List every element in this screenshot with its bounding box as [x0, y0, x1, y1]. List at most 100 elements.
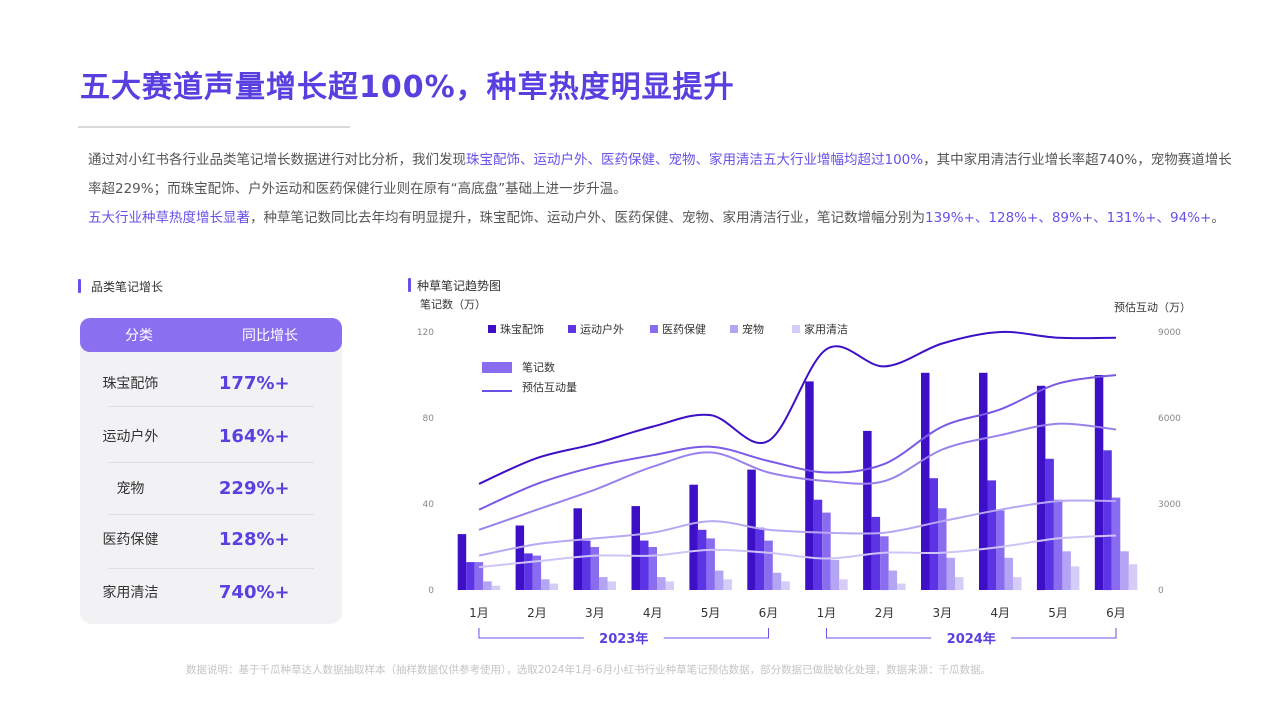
x-tick-label: 5月	[701, 606, 721, 620]
bar	[822, 512, 831, 590]
row-category: 珠宝配饰	[102, 376, 159, 392]
legend-swatch	[488, 325, 496, 333]
x-tick-label: 1月	[469, 606, 489, 620]
legend-label: 家用清洁	[804, 322, 848, 336]
description: 通过对小红书各行业品类笔记增长数据进行对比分析，我们发现珠宝配饰、运动户外、医药…	[88, 146, 1238, 233]
bar	[524, 553, 533, 590]
bar	[755, 527, 765, 590]
y2-axis-label: 预估互动（万）	[1114, 301, 1191, 314]
legend-label: 运动户外	[580, 322, 624, 336]
bar	[1120, 551, 1129, 590]
bar	[541, 579, 550, 591]
left-section-heading-text: 品类笔记增长	[91, 280, 164, 294]
growth-table: 分类 同比增长 珠宝配饰 177%+ 运动户外 164%+ 宠物 229%+ 医…	[80, 318, 342, 624]
bar	[549, 583, 559, 590]
row-category: 运动户外	[102, 429, 159, 445]
bar	[483, 581, 492, 590]
bar	[599, 577, 608, 590]
bar	[781, 581, 790, 590]
desc-p1-text: 通过对小红书各行业品类笔记增长数据进行对比分析，我们发现	[88, 152, 466, 168]
row-divider	[108, 514, 314, 515]
legend-swatch	[568, 325, 576, 333]
bar	[921, 372, 930, 590]
col-category-header: 分类	[125, 328, 153, 344]
type-legend-bar-label: 笔记数	[522, 360, 555, 374]
year-bracket-left	[825, 628, 932, 639]
desc-p1-highlight: 珠宝配饰、运动户外、医药保健、宠物、家用清洁五大行业增幅均超过100%	[466, 152, 924, 168]
bar	[1004, 557, 1013, 591]
x-tick-label: 3月	[932, 606, 952, 620]
row-growth: 177%+	[218, 372, 290, 394]
row-category: 医药保健	[102, 532, 159, 548]
row-growth: 740%+	[218, 581, 290, 603]
row-divider	[108, 568, 314, 569]
bar	[1045, 458, 1054, 590]
page-title: 五大赛道声量增长超100%，种草热度明显提升	[80, 70, 735, 105]
col-growth-header: 同比增长	[242, 328, 298, 344]
legend-swatch	[730, 325, 738, 333]
bar	[474, 562, 484, 590]
right-section-heading: 种草笔记趋势图	[408, 277, 501, 294]
table-row: 运动户外 164%+	[80, 410, 342, 462]
interaction-line	[478, 499, 1117, 557]
bar	[805, 381, 814, 590]
table-row: 宠物 229%+	[80, 462, 342, 514]
row-divider	[108, 462, 314, 463]
y-tick-label: 40	[423, 500, 435, 510]
bar	[996, 510, 1005, 590]
legend-swatch	[792, 325, 800, 333]
row-growth: 229%+	[218, 477, 290, 499]
bar	[1094, 375, 1104, 590]
bar	[582, 540, 591, 590]
bar	[665, 581, 674, 590]
bar	[955, 577, 964, 590]
year-label: 2023年	[599, 631, 648, 647]
legend-label: 宠物	[742, 322, 764, 336]
bar	[880, 536, 889, 591]
bar	[747, 469, 756, 590]
bar	[1111, 497, 1121, 590]
right-section-heading-text: 种草笔记趋势图	[417, 279, 502, 293]
bar	[987, 480, 996, 590]
x-tick-label: 4月	[990, 606, 1010, 620]
bar	[1070, 566, 1080, 590]
bar	[839, 579, 848, 591]
bar	[648, 547, 657, 590]
row-growth: 164%+	[218, 425, 290, 447]
row-category: 家用清洁	[102, 585, 159, 601]
bar	[1103, 450, 1112, 591]
bar	[590, 547, 599, 590]
desc-p2-highlight-values: 139%+、128%+、89%+、131%+、94%+	[925, 210, 1212, 226]
row-divider	[108, 406, 314, 407]
bar	[888, 570, 898, 590]
bar	[689, 484, 698, 590]
desc-p2-highlight: 五大行业种草热度增长显著	[88, 210, 250, 226]
type-legend-line-label: 预估互动量	[522, 381, 577, 394]
interaction-line	[478, 374, 1117, 511]
y2-tick-label: 9000	[1158, 328, 1181, 338]
bar	[457, 534, 467, 590]
table-header: 分类 同比增长	[80, 318, 342, 352]
bar	[640, 540, 649, 590]
bar	[466, 562, 475, 590]
x-tick-label: 4月	[643, 606, 663, 620]
x-tick-label: 6月	[1106, 606, 1126, 620]
bar	[1128, 564, 1138, 590]
bar	[938, 508, 947, 590]
bar	[706, 538, 715, 590]
y2-tick-label: 0	[1158, 586, 1164, 596]
bar	[657, 577, 666, 590]
interaction-line	[478, 330, 1117, 485]
year-bracket-left	[478, 628, 584, 639]
bar	[491, 585, 501, 590]
footnote: 数据说明：基于千瓜种草达人数据抽取样本（抽样数据仅供参考使用），选取2024年1…	[186, 664, 992, 676]
y-tick-label: 80	[423, 414, 435, 424]
interaction-line	[478, 534, 1117, 569]
bar	[573, 508, 582, 590]
bar	[813, 499, 823, 590]
bar	[979, 372, 988, 590]
bar	[1036, 385, 1046, 591]
bar	[607, 581, 616, 590]
bar	[929, 478, 938, 590]
year-bracket-right	[1011, 628, 1117, 639]
